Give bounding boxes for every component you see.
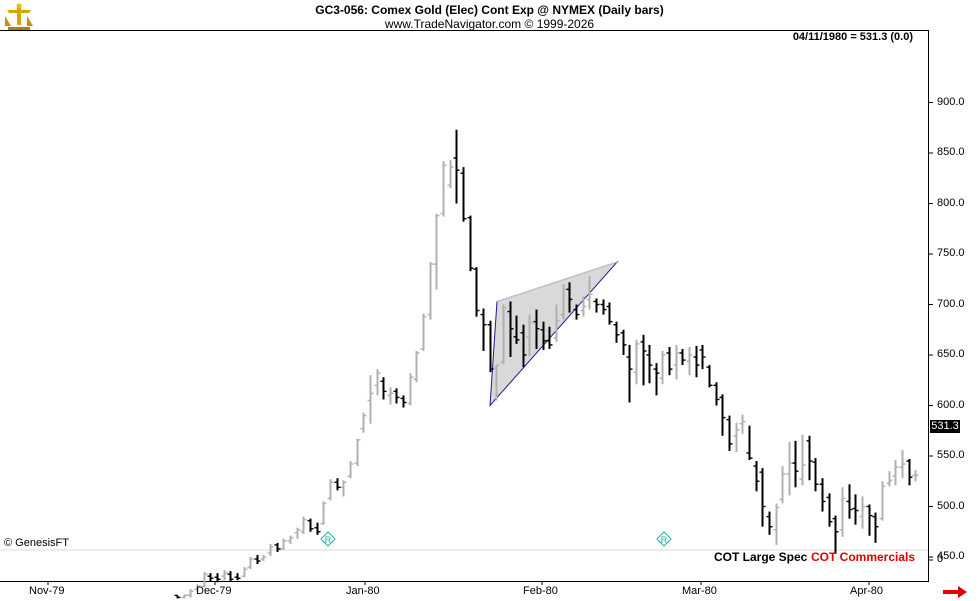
- y-tick-label: 450.0: [937, 550, 965, 562]
- y-tick-label: 750.0: [937, 247, 965, 259]
- chart-subtitle: www.TradeNavigator.com © 1999-2026: [384, 17, 595, 31]
- triangle-upper-edge: [496, 261, 618, 302]
- y-tick-label: 500.0: [937, 499, 965, 512]
- y-tick-label: 650.0: [937, 348, 965, 360]
- r-marker-icon: R: [656, 531, 672, 547]
- y-tick-label: 700.0: [937, 297, 965, 310]
- y-tick-label: 550.0: [937, 449, 965, 461]
- x-month-label: Nov-79: [29, 585, 65, 597]
- chart-title: GC3-056: Comex Gold (Elec) Cont Exp @ NY…: [315, 3, 664, 17]
- logo-icon: [5, 3, 33, 31]
- y-tick-label: 850.0: [937, 146, 965, 158]
- svg-text:R: R: [325, 535, 332, 545]
- x-month-label: Jan-80: [346, 585, 380, 597]
- price-readout: 04/11/1980 = 531.3 (0.0): [792, 31, 913, 43]
- triangle-pattern: [489, 261, 619, 407]
- last-price-label: 531.3: [930, 420, 960, 433]
- next-arrow-icon[interactable]: [942, 586, 968, 598]
- y-tick-label: 600.0: [937, 398, 965, 411]
- data-credit: © GenesisFT: [4, 537, 69, 549]
- y-tick-label: 800.0: [937, 196, 965, 209]
- cot-large-spec-legend[interactable]: COT Large Spec: [714, 550, 808, 564]
- x-month-label: Dec-79: [196, 585, 232, 597]
- cot-axis-label: 0: [937, 553, 944, 565]
- cot-commercials-legend[interactable]: COT Commercials: [811, 550, 916, 564]
- r-marker-icon: R: [320, 531, 336, 547]
- y-tick-label: 900.0: [937, 95, 965, 108]
- svg-text:R: R: [661, 535, 668, 545]
- x-month-label: Apr-80: [850, 585, 884, 597]
- x-month-label: Mar-80: [682, 585, 717, 597]
- x-month-label: Feb-80: [523, 585, 558, 597]
- plot-area[interactable]: [0, 30, 929, 582]
